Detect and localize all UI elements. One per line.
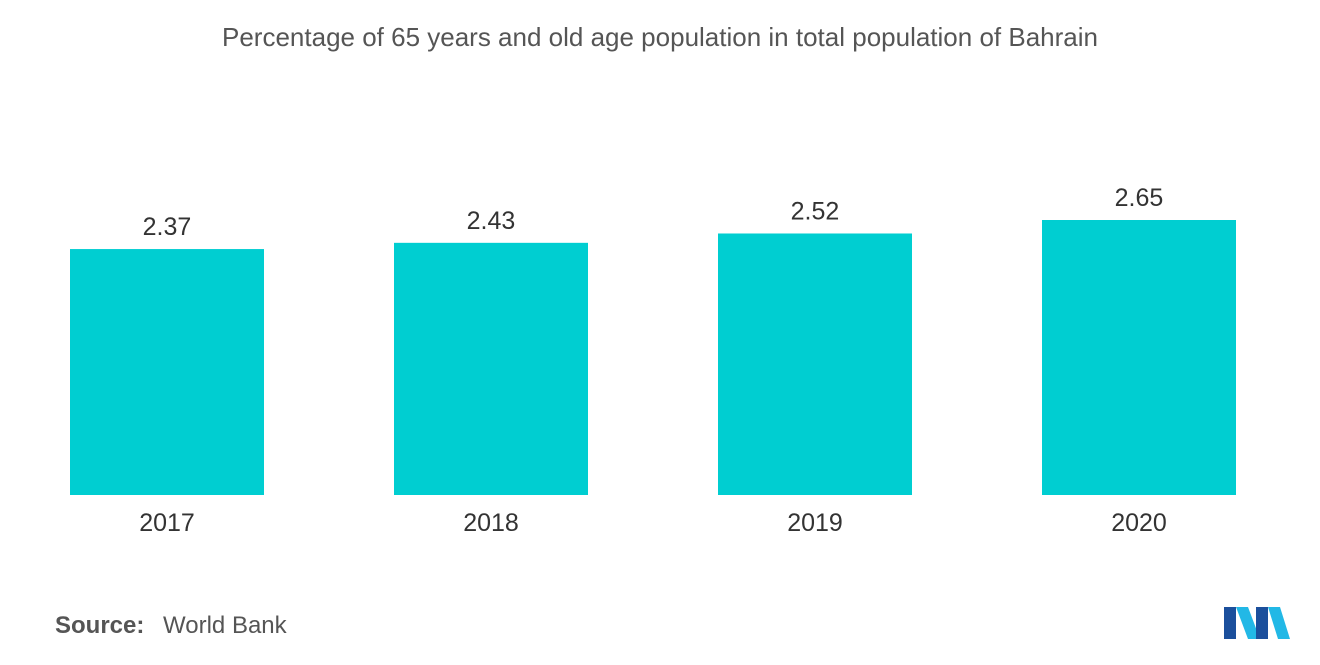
x-tick-label-2018: 2018: [463, 509, 519, 537]
data-label-2018: 2.43: [467, 207, 516, 235]
data-label-2019: 2.52: [791, 197, 840, 225]
source-label: Source:: [55, 612, 145, 639]
chart-title: Percentage of 65 years and old age popul…: [222, 22, 1098, 52]
source-line: Source: World Bank: [55, 612, 287, 640]
bar-2018: [394, 242, 588, 495]
bar-chart: 2.37 2017 2.43 2018 2.52 2019 2.65 2020: [70, 184, 1236, 537]
data-label-2017: 2.37: [143, 213, 192, 241]
bar-2020: [1042, 220, 1236, 495]
source-value: World Bank: [163, 612, 287, 639]
bar-2017: [70, 249, 264, 495]
data-label-2020: 2.65: [1115, 184, 1164, 212]
x-tick-label-2020: 2020: [1111, 509, 1167, 537]
x-tick-label-2017: 2017: [139, 509, 195, 537]
mordor-intelligence-logo-icon: [1224, 607, 1290, 639]
bar-2019: [718, 233, 912, 495]
x-tick-label-2019: 2019: [787, 509, 843, 537]
bars-group: 2.37 2017 2.43 2018 2.52 2019 2.65 2020: [70, 184, 1236, 537]
